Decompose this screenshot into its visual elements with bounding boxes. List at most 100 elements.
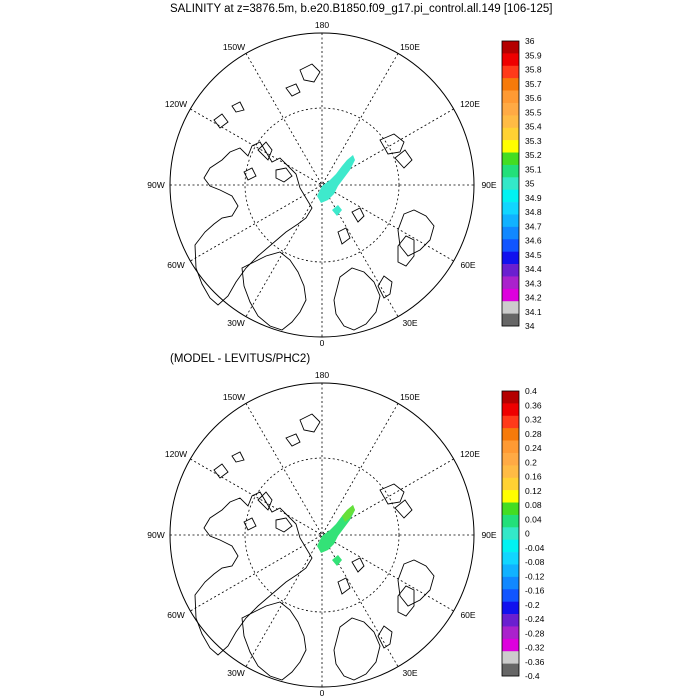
colorbar-swatch xyxy=(502,53,519,67)
colorbar-label: 35.7 xyxy=(525,79,542,89)
colorbar-swatch xyxy=(502,65,519,79)
meridian-lines xyxy=(170,33,474,337)
latitude-circle xyxy=(244,457,400,613)
colorbar-swatch xyxy=(502,214,519,228)
lon-label-90e: 90E xyxy=(481,180,496,190)
colorbar-label: 0.12 xyxy=(525,486,542,496)
colorbar-swatch xyxy=(502,552,519,565)
colorbar-label: 35.4 xyxy=(525,122,542,132)
colorbar-label: 34.5 xyxy=(525,250,542,260)
colorbar-label: 0.32 xyxy=(525,415,542,425)
colorbar-label: 35.1 xyxy=(525,164,542,174)
colorbar-label: -0.12 xyxy=(525,571,545,581)
lon-label-30w: 30W xyxy=(227,668,244,678)
colorbar-swatch xyxy=(502,140,519,153)
colorbar-swatch xyxy=(502,539,519,553)
colorbar-swatch xyxy=(502,41,519,54)
lon-label-60e: 60E xyxy=(460,610,475,620)
colorbar-label: -0.24 xyxy=(525,614,545,624)
colorbar-label: 0.16 xyxy=(525,472,542,482)
salinity-field xyxy=(317,155,355,216)
colorbar-swatch xyxy=(502,239,519,252)
lon-label-150e: 150E xyxy=(400,42,420,52)
colorbar-swatch xyxy=(502,226,519,240)
coastlines xyxy=(194,63,435,331)
lon-label-30w: 30W xyxy=(227,318,244,328)
colorbar-swatch xyxy=(502,102,519,116)
colorbar-label: 36 xyxy=(525,36,535,46)
top-panel-title: SALINITY at z=3876.5m, b.e20.B1850.f09_g… xyxy=(170,3,553,15)
colorbar-label: -0.16 xyxy=(525,586,545,596)
colorbar-swatch xyxy=(502,440,519,454)
lon-label-60w: 60W xyxy=(167,260,184,270)
lon-label-90w: 90W xyxy=(147,180,164,190)
colorbar-label: 0.4 xyxy=(525,386,537,396)
colorbar-label: 35.9 xyxy=(525,50,542,60)
bottom-map-panel: 180 150W 150E 120W 120E 90W 90E 60W 60E … xyxy=(147,370,544,698)
coastlines xyxy=(194,413,435,681)
colorbar-label: -0.2 xyxy=(525,600,540,610)
colorbar-swatch xyxy=(502,527,519,540)
colorbar-swatch xyxy=(502,564,519,578)
difference-patch-high xyxy=(342,505,355,522)
colorbar-label: 0.36 xyxy=(525,400,542,410)
colorbar-swatch xyxy=(502,589,519,602)
lon-label-120w: 120W xyxy=(165,99,187,109)
colorbar-label: -0.04 xyxy=(525,543,545,553)
colorbar-swatch xyxy=(502,152,519,166)
colorbar-swatch xyxy=(502,477,519,491)
lon-label-150e: 150E xyxy=(400,392,420,402)
colorbar-label: 35.2 xyxy=(525,150,542,160)
colorbar-swatch xyxy=(502,626,519,640)
colorbar-swatch xyxy=(502,651,519,664)
colorbar-label: 34.1 xyxy=(525,307,542,317)
colorbar-swatch xyxy=(502,90,519,104)
lon-label-120e: 120E xyxy=(460,449,480,459)
lon-label-180: 180 xyxy=(315,20,329,30)
latitude-circle xyxy=(244,107,400,263)
lon-label-120e: 120E xyxy=(460,99,480,109)
top-colorbar: 36 35.9 35.8 35.7 35.6 35.5 35.4 35.3 35.2 35.1 35… xyxy=(501,36,542,331)
lon-label-90w: 90W xyxy=(147,530,164,540)
colorbar-label: 0.2 xyxy=(525,457,537,467)
colorbar-swatch xyxy=(502,264,519,277)
colorbar-label: 34.3 xyxy=(525,278,542,288)
colorbar-label: 34.2 xyxy=(525,293,542,303)
colorbar-label: 35 xyxy=(525,179,535,189)
colorbar-label: 35.5 xyxy=(525,107,542,117)
top-map-panel: 180 150W 150E 120W 120E 90W 90E 60W 60E … xyxy=(147,20,542,348)
salinity-patch xyxy=(317,155,355,216)
colorbar-label: 35.3 xyxy=(525,136,542,146)
colorbar-swatch xyxy=(502,189,519,203)
lon-label-180: 180 xyxy=(315,370,329,380)
colorbar-label: 34.6 xyxy=(525,236,542,246)
colorbar-label: 35.6 xyxy=(525,93,542,103)
colorbar-swatch xyxy=(502,127,519,141)
colorbar-swatch xyxy=(502,614,519,627)
colorbar-swatch xyxy=(502,313,519,327)
lon-label-90e: 90E xyxy=(481,530,496,540)
colorbar-label: 0.24 xyxy=(525,443,542,453)
colorbar-label: -0.28 xyxy=(525,628,545,638)
colorbar-swatch xyxy=(502,391,519,404)
meridian-lines xyxy=(170,383,474,687)
longitude-labels: 180 150W 150E 120W 120E 90W 90E 60W 60E … xyxy=(147,370,497,698)
longitude-labels: 180 150W 150E 120W 120E 90W 90E 60W 60E … xyxy=(147,20,497,348)
colorbar-swatch xyxy=(502,78,519,91)
lon-label-60w: 60W xyxy=(167,610,184,620)
colorbar-label: -0.08 xyxy=(525,557,545,567)
colorbar-swatch xyxy=(502,638,519,652)
colorbar-swatch xyxy=(502,490,519,503)
colorbar-swatch xyxy=(502,601,519,615)
colorbar-swatch xyxy=(502,164,519,178)
lon-label-30e: 30E xyxy=(402,318,417,328)
lon-label-60e: 60E xyxy=(460,260,475,270)
colorbar-swatch xyxy=(502,301,519,314)
colorbar-swatch xyxy=(502,428,519,441)
colorbar-label: -0.36 xyxy=(525,657,545,667)
colorbar-label: 0 xyxy=(525,529,530,539)
colorbar-swatch xyxy=(502,288,519,302)
colorbar-label: 34.8 xyxy=(525,207,542,217)
colorbar-swatch xyxy=(502,452,519,466)
